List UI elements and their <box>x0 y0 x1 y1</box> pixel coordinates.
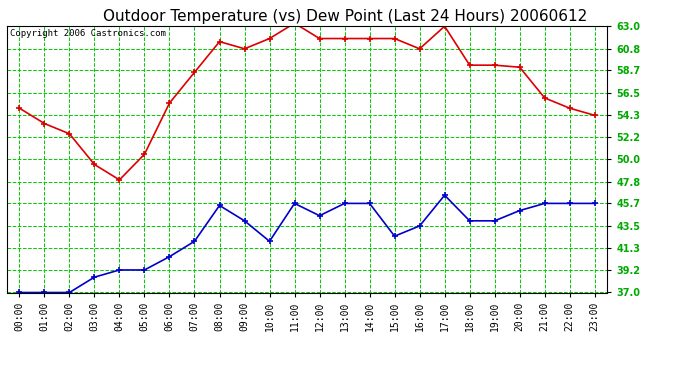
Text: Outdoor Temperature (vs) Dew Point (Last 24 Hours) 20060612: Outdoor Temperature (vs) Dew Point (Last… <box>103 9 587 24</box>
Text: Copyright 2006 Castronics.com: Copyright 2006 Castronics.com <box>10 29 166 38</box>
